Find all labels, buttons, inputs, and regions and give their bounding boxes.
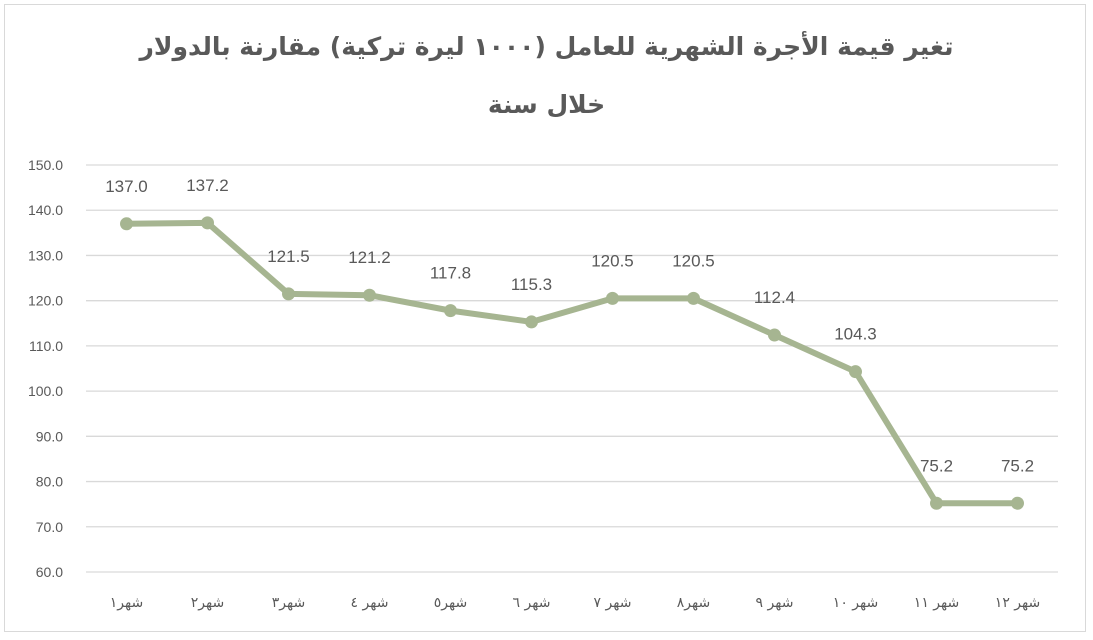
data-point — [930, 496, 943, 510]
data-label: 120.5 — [591, 251, 634, 270]
data-label: 112.4 — [754, 288, 795, 307]
x-tick-label: شهر٨ — [677, 595, 710, 611]
data-point — [282, 287, 295, 301]
y-tick-label: 60.0 — [36, 564, 63, 580]
x-tick-label: شهر ١١ — [914, 595, 959, 611]
data-point — [1011, 496, 1024, 510]
data-point — [525, 315, 538, 329]
y-tick-label: 80.0 — [36, 474, 63, 490]
data-point — [120, 217, 133, 231]
series — [120, 216, 1024, 510]
y-tick-label: 110.0 — [29, 338, 63, 354]
gridlines — [86, 164, 1058, 573]
data-label: 121.2 — [348, 248, 391, 267]
data-point — [768, 328, 781, 342]
data-label: 137.0 — [105, 177, 148, 196]
data-point — [201, 216, 214, 230]
data-point — [687, 291, 700, 305]
y-tick-label: 140.0 — [28, 202, 63, 218]
x-tick-label: شهر ١٢ — [995, 595, 1040, 611]
data-point — [363, 288, 376, 302]
y-tick-label: 100.0 — [28, 383, 63, 399]
data-label: 117.8 — [430, 264, 471, 283]
y-tick-label: 120.0 — [28, 293, 63, 309]
data-label: 75.2 — [920, 456, 953, 475]
y-tick-label: 150.0 — [28, 157, 63, 173]
chart-title-line-2: خلال سنة — [487, 90, 606, 119]
y-tick-label: 90.0 — [36, 428, 63, 444]
x-axis-tick-labels: شهر١ شهر٢ شهر٣ شهر ٤ شهر٥ شهر ٦ شهر ٧ شهر٨ شهر ٩… — [110, 595, 1040, 611]
series-line — [123, 219, 1021, 507]
data-label: 137.2 — [186, 176, 229, 195]
data-label: 121.5 — [267, 247, 310, 266]
x-tick-label: شهر٥ — [434, 595, 467, 611]
x-tick-label: شهر٢ — [191, 595, 224, 611]
data-label: 104.3 — [834, 325, 877, 344]
y-tick-label: 70.0 — [36, 519, 63, 535]
chart-title-line-1: تغير قيمة الأجرة الشهرية للعامل (١٠٠٠ لي… — [139, 32, 954, 61]
data-point — [444, 304, 457, 318]
data-labels: 137.0 137.2 121.5 121.2 117.8 115.3 120.5 120.5… — [105, 176, 1034, 475]
data-point — [849, 365, 862, 379]
y-tick-label: 130.0 — [28, 247, 63, 263]
data-label: 75.2 — [1001, 456, 1034, 475]
data-point — [606, 291, 619, 305]
x-tick-label: شهر ٩ — [756, 595, 794, 611]
y-axis-tick-labels: 60.0 70.0 80.0 90.0 100.0 110.0 120.0 130.0 140.… — [28, 157, 63, 580]
x-tick-label: شهر ٤ — [351, 595, 389, 611]
x-tick-label: شهر١ — [110, 595, 143, 611]
data-label: 115.3 — [511, 275, 552, 294]
x-tick-label: شهر ١٠ — [833, 595, 878, 611]
x-tick-label: شهر٣ — [272, 595, 305, 611]
x-tick-label: شهر ٧ — [594, 595, 632, 611]
x-tick-label: شهر ٦ — [513, 595, 551, 611]
data-label: 120.5 — [672, 251, 715, 270]
